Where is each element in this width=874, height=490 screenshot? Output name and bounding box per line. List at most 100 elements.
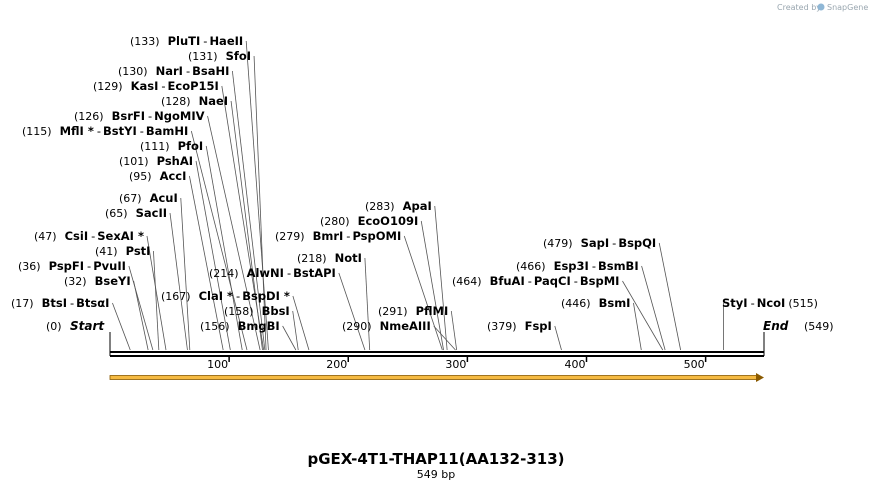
site-separator: - bbox=[287, 266, 291, 280]
site-label[interactable]: (17) BtsI - BtsαI bbox=[11, 296, 109, 310]
site-leader-line bbox=[180, 197, 191, 351]
site-position: (41) bbox=[95, 245, 118, 258]
enzyme-name: BamHI bbox=[146, 124, 188, 138]
site-leader-line bbox=[146, 235, 167, 351]
site-label[interactable]: StyI - NcoI (515) bbox=[722, 296, 818, 310]
site-position: (133) bbox=[130, 35, 160, 48]
site-leader-line bbox=[245, 40, 269, 351]
enzyme-name: NotI bbox=[335, 251, 362, 265]
site-position: (167) bbox=[161, 290, 191, 303]
site-leader-line bbox=[253, 55, 267, 351]
enzyme-name: BsrFI bbox=[112, 109, 145, 123]
site-label[interactable]: (290) NmeAIII bbox=[342, 319, 431, 333]
site-label[interactable]: (167) ClaI * - BspDI * bbox=[161, 289, 290, 303]
start-label: (0) Start bbox=[46, 319, 105, 333]
site-label[interactable]: (291) PflMI bbox=[378, 304, 448, 318]
enzyme-name: PspOMI bbox=[352, 229, 401, 243]
enzyme-name: BtsαI bbox=[76, 296, 109, 310]
enzyme-name: KasI bbox=[131, 79, 159, 93]
site-label[interactable]: (133) PluTI - HaeII bbox=[130, 34, 243, 48]
site-label[interactable]: (67) AcuI bbox=[119, 191, 178, 205]
site-position: (129) bbox=[93, 80, 123, 93]
site-label[interactable]: (466) Esp3I - BsmBI bbox=[516, 259, 639, 273]
enzyme-name: PspFI bbox=[49, 259, 84, 273]
site-leader-line bbox=[207, 115, 261, 351]
enzyme-name: BbsI bbox=[262, 304, 290, 318]
site-label[interactable]: (131) SfoI bbox=[188, 49, 251, 63]
site-leader-line bbox=[133, 280, 149, 351]
site-position: (67) bbox=[119, 192, 142, 205]
start-pos: (0) bbox=[46, 320, 62, 333]
enzyme-name: AlwNI bbox=[247, 266, 284, 280]
site-position: (280) bbox=[320, 215, 350, 228]
brand-created-by: Created by bbox=[777, 3, 821, 12]
enzyme-name: BstYI bbox=[103, 124, 137, 138]
site-separator: - bbox=[161, 79, 165, 93]
site-separator: - bbox=[528, 274, 532, 288]
end-pos: (549) bbox=[804, 320, 834, 333]
enzyme-name: BmgBI bbox=[238, 319, 280, 333]
enzyme-name: PflMI bbox=[416, 304, 449, 318]
site-position: (158) bbox=[224, 305, 254, 318]
site-leader-line bbox=[189, 175, 224, 351]
enzyme-name: CsiI bbox=[65, 229, 89, 243]
site-label[interactable]: (479) SapI - BspQI bbox=[543, 236, 656, 250]
site-leader-line bbox=[338, 272, 366, 351]
site-position: (279) bbox=[275, 230, 305, 243]
site-label[interactable]: (464) BfuAI - PaqCI - BspMI bbox=[452, 274, 619, 288]
site-leader-line bbox=[622, 280, 664, 351]
site-position: (464) bbox=[452, 275, 482, 288]
site-label[interactable]: (101) PshAI bbox=[119, 154, 193, 168]
site-position: (283) bbox=[365, 200, 395, 213]
site-leader-line bbox=[231, 70, 266, 351]
enzyme-name: SacII bbox=[136, 206, 167, 220]
site-label[interactable]: (126) BsrFI - NgoMIV bbox=[74, 109, 205, 123]
end-label: End (549) bbox=[763, 319, 834, 333]
site-label[interactable]: (214) AlwNI - BstAPI bbox=[209, 266, 336, 280]
snapgene-logo-icon bbox=[817, 3, 825, 11]
site-position: (36) bbox=[18, 260, 41, 273]
site-leader-line bbox=[633, 302, 642, 351]
site-leader-line bbox=[230, 100, 263, 351]
site-label[interactable]: (379) FspI bbox=[487, 319, 552, 333]
site-label[interactable]: (446) BsmI bbox=[561, 296, 630, 310]
enzyme-name: PaqCI bbox=[534, 274, 571, 288]
site-label[interactable]: (128) NaeI bbox=[161, 94, 228, 108]
site-label[interactable]: (65) SacII bbox=[105, 206, 167, 220]
enzyme-name: BsmBI bbox=[598, 259, 639, 273]
site-label[interactable]: (156) BmgBI bbox=[200, 319, 280, 333]
feature-arrow[interactable] bbox=[109, 373, 764, 382]
enzyme-name: NarI bbox=[156, 64, 183, 78]
site-label[interactable]: (129) KasI - EcoP15I bbox=[93, 79, 219, 93]
site-label[interactable]: (115) MflI * - BstYI - BamHI bbox=[22, 124, 188, 138]
site-leader-line bbox=[169, 212, 188, 351]
site-position: (156) bbox=[200, 320, 230, 333]
site-label[interactable]: (130) NarI - BsaHI bbox=[118, 64, 229, 78]
site-leader-line bbox=[205, 145, 243, 351]
end-text: End bbox=[763, 319, 789, 333]
site-leader-line bbox=[282, 325, 297, 351]
site-label[interactable]: (280) EcoO109I bbox=[320, 214, 418, 228]
enzyme-name: NmeAIII bbox=[380, 319, 431, 333]
plasmid-title: pGEX-4T1-THAP11(AA132-313) bbox=[307, 450, 564, 468]
site-labels: (133) PluTI - HaeII (131) SfoI (130) NarI - B… bbox=[11, 34, 818, 333]
site-label[interactable]: (279) BmrI - PspOMI bbox=[275, 229, 401, 243]
site-label[interactable]: (36) PspFI - PvuII bbox=[18, 259, 126, 273]
site-label[interactable]: (218) NotI bbox=[297, 251, 362, 265]
site-separator: - bbox=[140, 124, 144, 138]
site-label[interactable]: (158) BbsI bbox=[224, 304, 290, 318]
site-label[interactable]: (41) PstI bbox=[95, 244, 150, 258]
site-label[interactable]: (47) CsiI - SexAI * bbox=[34, 229, 144, 243]
site-separator: - bbox=[612, 236, 616, 250]
site-label[interactable]: (32) BseYI bbox=[64, 274, 131, 288]
site-position: (32) bbox=[64, 275, 87, 288]
site-leader-line bbox=[292, 310, 299, 351]
site-label[interactable]: (95) AccI bbox=[129, 169, 186, 183]
enzyme-name: Esp3I bbox=[554, 259, 589, 273]
enzyme-name: MflI * bbox=[60, 124, 94, 138]
site-leader-line bbox=[190, 130, 248, 351]
site-label[interactable]: (283) ApaI bbox=[365, 199, 432, 213]
site-label[interactable]: (111) PfoI bbox=[140, 139, 203, 153]
enzyme-name: NaeI bbox=[199, 94, 228, 108]
